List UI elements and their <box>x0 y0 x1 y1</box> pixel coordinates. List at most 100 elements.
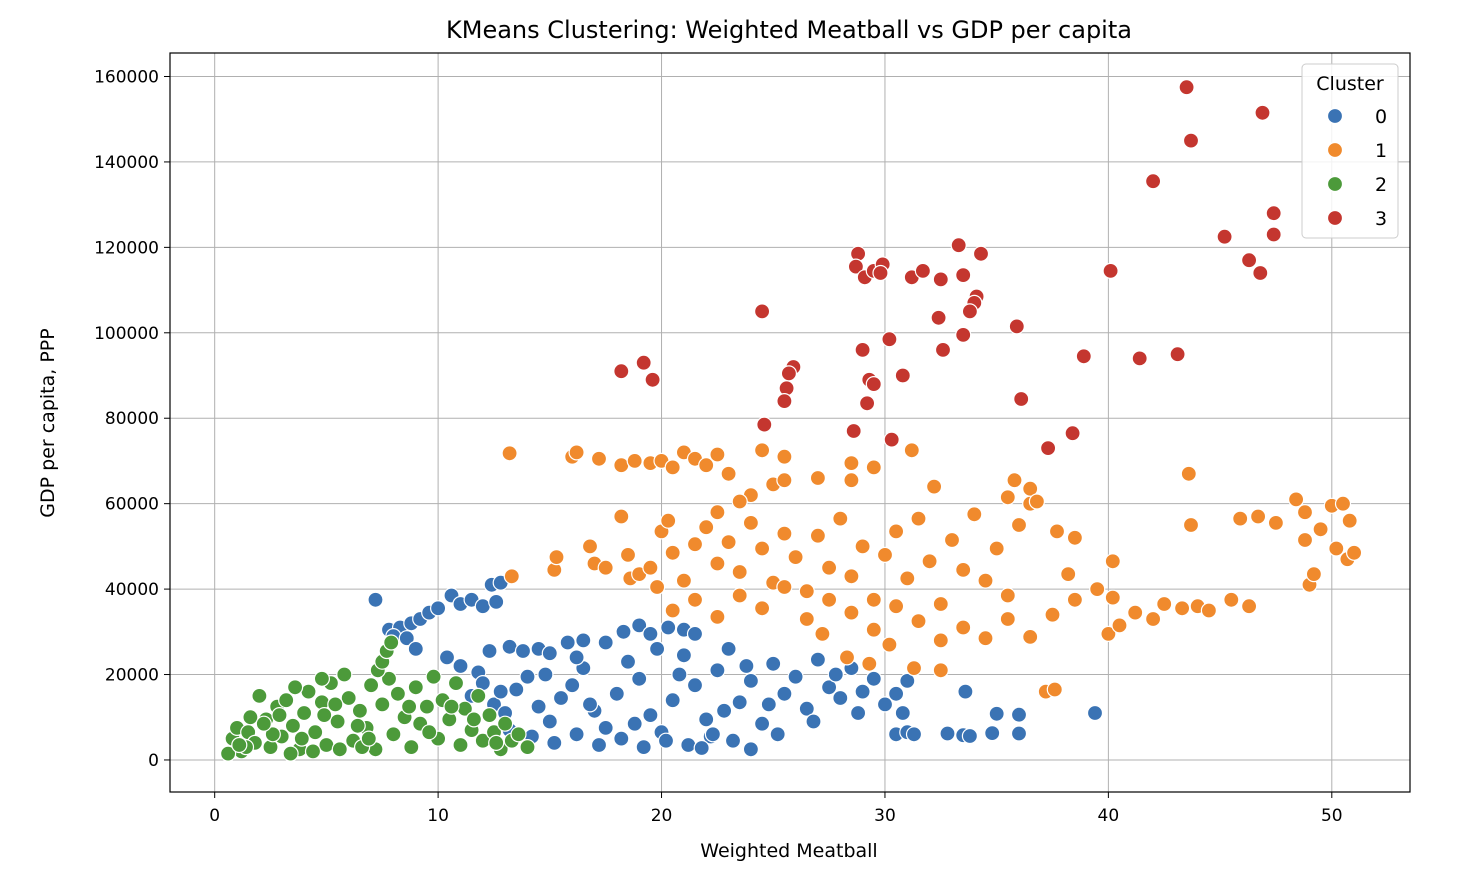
x-tick-label: 50 <box>1321 806 1343 826</box>
cluster-0-point <box>575 632 592 649</box>
legend-marker-3 <box>1326 209 1344 227</box>
cluster-0-point <box>626 715 643 732</box>
cluster-1-point <box>597 559 614 576</box>
cluster-2-point <box>425 668 442 685</box>
cluster-0-point <box>568 726 585 743</box>
cluster-2-point <box>481 706 498 724</box>
y-tick-label: 0 <box>148 751 159 771</box>
cluster-2-point <box>329 713 346 730</box>
cluster-1-point <box>642 559 659 576</box>
cluster-0-point <box>988 705 1005 722</box>
cluster-0-point <box>452 657 469 675</box>
x-tick-label: 0 <box>209 806 220 826</box>
cluster-3-point <box>1144 173 1162 190</box>
cluster-1-point <box>1180 465 1197 482</box>
cluster-2-point <box>349 717 366 734</box>
cluster-2-point <box>470 687 487 705</box>
series-3-points <box>613 79 1282 457</box>
cluster-2-point <box>401 698 418 715</box>
legend-title: Cluster <box>1316 73 1384 95</box>
cluster-1-point <box>776 578 793 596</box>
cluster-1-point <box>820 591 838 608</box>
cluster-0-point <box>438 649 456 666</box>
cluster-0-point <box>671 666 688 683</box>
cluster-2-point <box>278 692 295 709</box>
cluster-1-point <box>814 625 831 643</box>
cluster-1-point <box>548 548 565 566</box>
cluster-1-point <box>776 472 793 489</box>
cluster-2-point <box>443 698 460 715</box>
cluster-1-point <box>999 587 1016 604</box>
cluster-1-point <box>686 591 704 608</box>
cluster-1-point <box>664 459 681 476</box>
cluster-1-point <box>977 572 994 589</box>
cluster-1-point <box>910 612 927 630</box>
cluster-2-point <box>220 745 237 762</box>
cluster-1-point <box>932 662 949 679</box>
cluster-3-point <box>955 326 972 343</box>
cluster-1-point <box>1111 617 1128 634</box>
cluster-1-point <box>731 563 748 581</box>
cluster-1-point <box>1267 514 1285 532</box>
cluster-3-point <box>756 416 773 433</box>
cluster-0-point <box>720 640 737 658</box>
cluster-0-point <box>597 634 614 651</box>
cluster-2-point <box>282 745 299 762</box>
cluster-1-point <box>664 544 681 561</box>
legend-label-3: 3 <box>1375 208 1387 230</box>
cluster-3-point <box>1008 318 1025 335</box>
cluster-0-point <box>635 738 652 756</box>
cluster-1-point <box>626 452 643 469</box>
legend-marker-0 <box>1326 107 1344 125</box>
cluster-2-point <box>363 677 380 694</box>
cluster-1-point <box>905 659 923 677</box>
cluster-3-point <box>1265 205 1282 222</box>
cluster-1-point <box>1044 606 1061 623</box>
cluster-0-point <box>939 725 956 742</box>
cluster-1-point <box>731 587 748 604</box>
cluster-0-point <box>367 591 384 608</box>
cluster-1-point <box>943 531 961 549</box>
cluster-0-point <box>541 713 558 730</box>
legend-marker-1 <box>1326 141 1344 159</box>
cluster-0-point <box>664 692 681 709</box>
cluster-3-point <box>934 341 952 358</box>
cluster-0-point <box>849 704 867 722</box>
cluster-2-point <box>296 704 313 722</box>
legend: Cluster 0 1 2 3 <box>1301 63 1399 239</box>
cluster-3-point <box>1102 262 1119 279</box>
y-tick-label: 120000 <box>94 238 159 258</box>
cluster-0-point <box>753 715 771 732</box>
cluster-1-point <box>619 546 637 564</box>
chart-title: KMeans Clustering: Weighted Meatball vs … <box>446 16 1132 44</box>
cluster-1-point <box>503 568 520 585</box>
cluster-0-point <box>530 698 547 715</box>
cluster-0-point <box>642 706 659 724</box>
cluster-1-point <box>798 583 815 600</box>
series-0-points <box>367 574 1104 758</box>
y-tick-label: 140000 <box>94 153 159 173</box>
cluster-3-point <box>780 365 798 382</box>
legend-marker-2 <box>1326 175 1344 193</box>
cluster-2-point <box>421 724 438 741</box>
cluster-0-point <box>698 711 715 728</box>
y-tick-label: 80000 <box>105 409 159 429</box>
cluster-1-point <box>753 600 771 617</box>
legend-label-2: 2 <box>1375 174 1387 196</box>
cluster-1-point <box>903 442 920 459</box>
cluster-1-point <box>1028 493 1046 510</box>
cluster-2-point <box>340 689 357 707</box>
cluster-3-point <box>776 393 793 410</box>
cluster-0-point <box>742 741 760 758</box>
cluster-0-point <box>541 645 558 662</box>
cluster-3-point <box>1131 350 1148 367</box>
cluster-0-point <box>894 704 911 722</box>
cluster-1-point <box>955 619 972 636</box>
cluster-0-point <box>809 651 827 668</box>
cluster-3-point <box>854 341 871 358</box>
cluster-0-point <box>613 730 630 747</box>
cluster-0-point <box>608 685 625 702</box>
cluster-0-point <box>765 655 782 672</box>
cluster-1-point <box>843 568 860 585</box>
